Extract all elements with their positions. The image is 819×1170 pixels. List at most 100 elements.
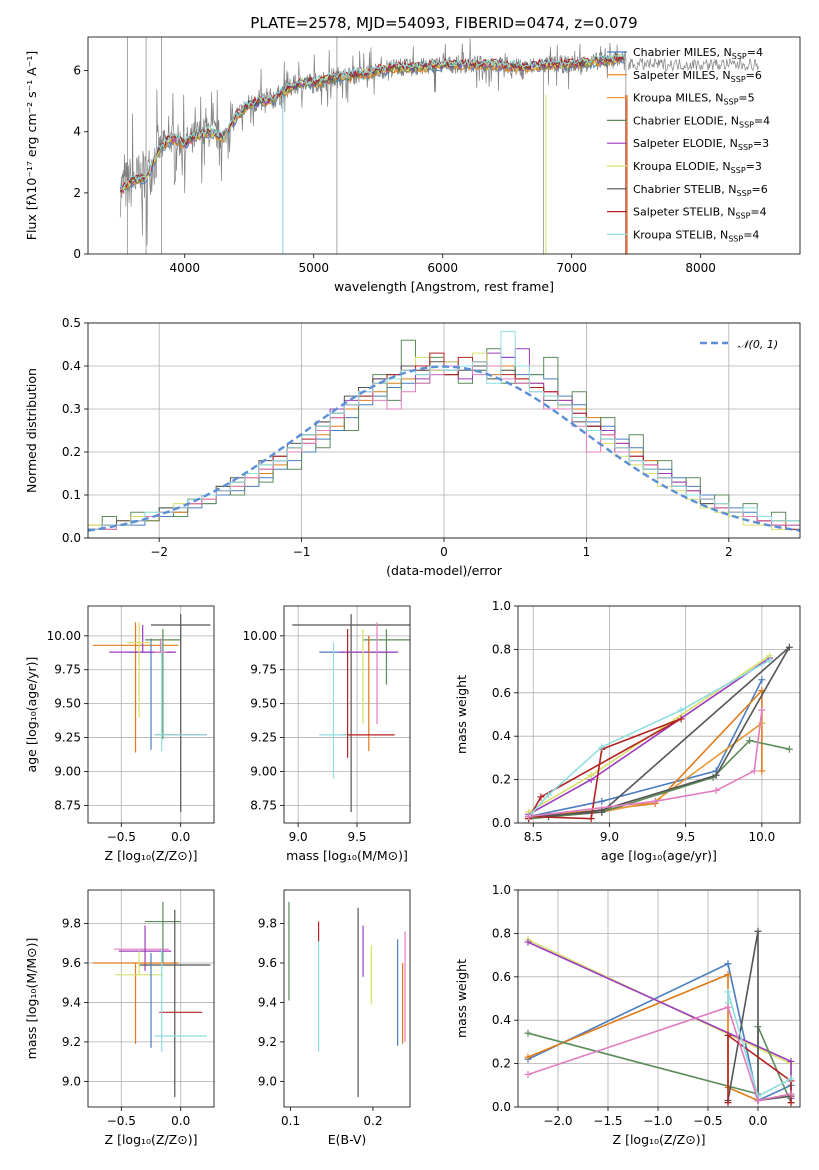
weight-vs-metallicity-panel: −2.0 −1.5 −1.0 −0.5 0.0 0.0 0.2 0.4 0.6 0.8 1.0 Z […	[454, 883, 801, 1147]
weight-marker	[750, 767, 758, 775]
y-tick-label: 9.0	[62, 1074, 81, 1088]
weight-line	[727, 991, 792, 1098]
x-tick-label: 0.1	[281, 1114, 300, 1128]
residuals-panel: −2 −1 0 1 2 0.0 0.1 0.2 0.3 0.4 0.5 (data-model)/er…	[24, 316, 801, 578]
y-tick-label: 9.75	[250, 663, 277, 677]
weight-marker	[746, 737, 754, 745]
y-tick-label: 9.4	[62, 995, 81, 1009]
weight-line	[527, 1006, 792, 1102]
x-tick-label: 8.5	[524, 830, 543, 844]
legend-label: Kroupa STELIB, NSSP=4	[633, 228, 759, 243]
legend-label-value: =4	[743, 228, 759, 241]
y-tick-label: 0.2	[492, 773, 511, 787]
axes-frame	[283, 605, 411, 824]
y-tick-label: 8.75	[250, 798, 277, 812]
legend-label-main: Salpeter STELIB, N	[633, 206, 735, 219]
y-tick-label: 2	[73, 186, 81, 200]
y-tick-label: 4	[73, 125, 81, 139]
axes-frame	[87, 605, 215, 824]
weight-plot-area	[525, 643, 793, 823]
weight-marker	[524, 1053, 532, 1061]
axes-frame	[87, 889, 215, 1108]
x-tick-label: 0.0	[171, 1114, 190, 1128]
weight-plot-area	[524, 927, 795, 1107]
weight-marker	[537, 793, 545, 801]
weight-marker	[677, 715, 685, 723]
x-tick-label: −1.0	[643, 1114, 672, 1128]
weight-vs-age-panel: 8.5 9.0 9.5 10.0 0.0 0.2 0.4 0.6 0.8 1.0 age [log₁…	[454, 599, 801, 863]
weight-marker	[758, 676, 766, 684]
age-vs-mass-panel: 9.0 9.5 8.75 9.00 9.25 9.50 9.75 10.00 mass [log…	[243, 605, 411, 863]
age-vs-metallicity-panel: −0.5 0.0 8.75 9.00 9.25 9.50 9.75 10.00 Z [log₁₀…	[24, 605, 215, 863]
legend-label: Chabrier MILES, NSSP=4	[633, 46, 763, 61]
legend-label-sub: SSP	[738, 143, 753, 152]
weight-marker	[525, 812, 533, 820]
y-axis-label: Flux [fλ10⁻¹⁷ erg cm⁻² s⁻¹ A⁻¹]	[24, 51, 39, 240]
y-axis-label: mass weight	[454, 959, 469, 1038]
x-tick-label: 10.0	[749, 830, 776, 844]
x-axis-label: Z [log₁₀(Z/Z⊙)]	[613, 1132, 706, 1147]
mass-vs-metallicity-panel: −0.5 0.0 9.0 9.2 9.4 9.6 9.8 Z [log₁₀(Z/Z⊙)] mas…	[24, 889, 215, 1147]
weight-marker	[524, 1070, 532, 1078]
chart-title: PLATE=2578, MJD=54093, FIBERID=0474, z=0…	[250, 14, 637, 32]
legend-label: Chabrier STELIB, NSSP=6	[633, 183, 768, 198]
x-tick-label: 0	[440, 545, 448, 559]
axes-frame	[283, 889, 411, 1108]
weight-marker	[724, 1031, 732, 1039]
legend-label: Salpeter MILES, NSSP=6	[633, 69, 762, 84]
x-tick-label: 8000	[685, 261, 716, 275]
x-tick-label: 0.2	[363, 1114, 382, 1128]
y-tick-label: 9.75	[54, 663, 81, 677]
x-tick-label: −2.0	[543, 1114, 572, 1128]
weight-marker	[785, 745, 793, 753]
weight-marker	[787, 1057, 795, 1065]
weight-line	[727, 931, 792, 1102]
legend-label-main: Kroupa MILES, N	[633, 92, 723, 105]
x-tick-label: −2	[150, 545, 168, 559]
x-tick-label: −0.5	[107, 830, 136, 844]
legend-label-main: Salpeter MILES, N	[633, 69, 731, 82]
errorbar-plot-area	[288, 901, 406, 1098]
y-tick-label: 9.50	[54, 697, 81, 711]
weight-marker	[766, 656, 774, 664]
weight-marker	[754, 1096, 762, 1104]
weight-marker	[598, 743, 606, 751]
x-axis-label: wavelength [Angstrom, rest frame]	[334, 279, 554, 294]
y-tick-label: 9.8	[258, 917, 277, 931]
x-tick-label: 9.5	[347, 830, 366, 844]
y-axis-label: mass [log₁₀(M/M⊙)]	[24, 938, 39, 1060]
legend-label-value: =4	[754, 114, 770, 127]
y-tick-label: 0.4	[62, 359, 81, 373]
weight-marker	[587, 771, 595, 779]
legend-label-sub: SSP	[735, 212, 750, 221]
y-tick-label: 0.8	[492, 642, 511, 656]
weight-line	[528, 718, 682, 820]
weight-marker	[724, 1099, 732, 1107]
axes-frame	[517, 889, 801, 1108]
legend-label-value: =4	[750, 206, 766, 219]
legend-label-main: Chabrier MILES, N	[633, 46, 732, 59]
y-tick-label: 0.0	[62, 531, 81, 545]
x-tick-label: 0.0	[748, 1114, 767, 1128]
y-tick-label: 1.0	[492, 883, 511, 897]
y-axis-label: age [log₁₀(age/yr)]	[24, 657, 39, 773]
y-tick-label: 9.6	[62, 956, 81, 970]
legend-label-value: =5	[738, 92, 754, 105]
weight-marker	[712, 786, 720, 794]
y-tick-label: 0.3	[62, 402, 81, 416]
y-tick-label: 0.0	[492, 1100, 511, 1114]
x-tick-label: 9.0	[600, 830, 619, 844]
legend-label-sub: SSP	[731, 75, 746, 84]
model-spectrum-line	[119, 52, 626, 190]
y-tick-label: 8.75	[54, 798, 81, 812]
x-axis-label: E(B-V)	[328, 1132, 367, 1147]
weight-line	[527, 1026, 792, 1104]
weight-marker	[724, 1003, 732, 1011]
legend-label-main: Kroupa STELIB, N	[633, 228, 728, 241]
legend-label: Kroupa MILES, NSSP=5	[633, 92, 755, 107]
y-tick-label: 9.8	[62, 917, 81, 931]
y-tick-label: 9.4	[258, 995, 277, 1009]
legend-label-value: =6	[752, 183, 768, 196]
x-tick-label: 1	[583, 545, 591, 559]
weight-marker	[651, 797, 659, 805]
